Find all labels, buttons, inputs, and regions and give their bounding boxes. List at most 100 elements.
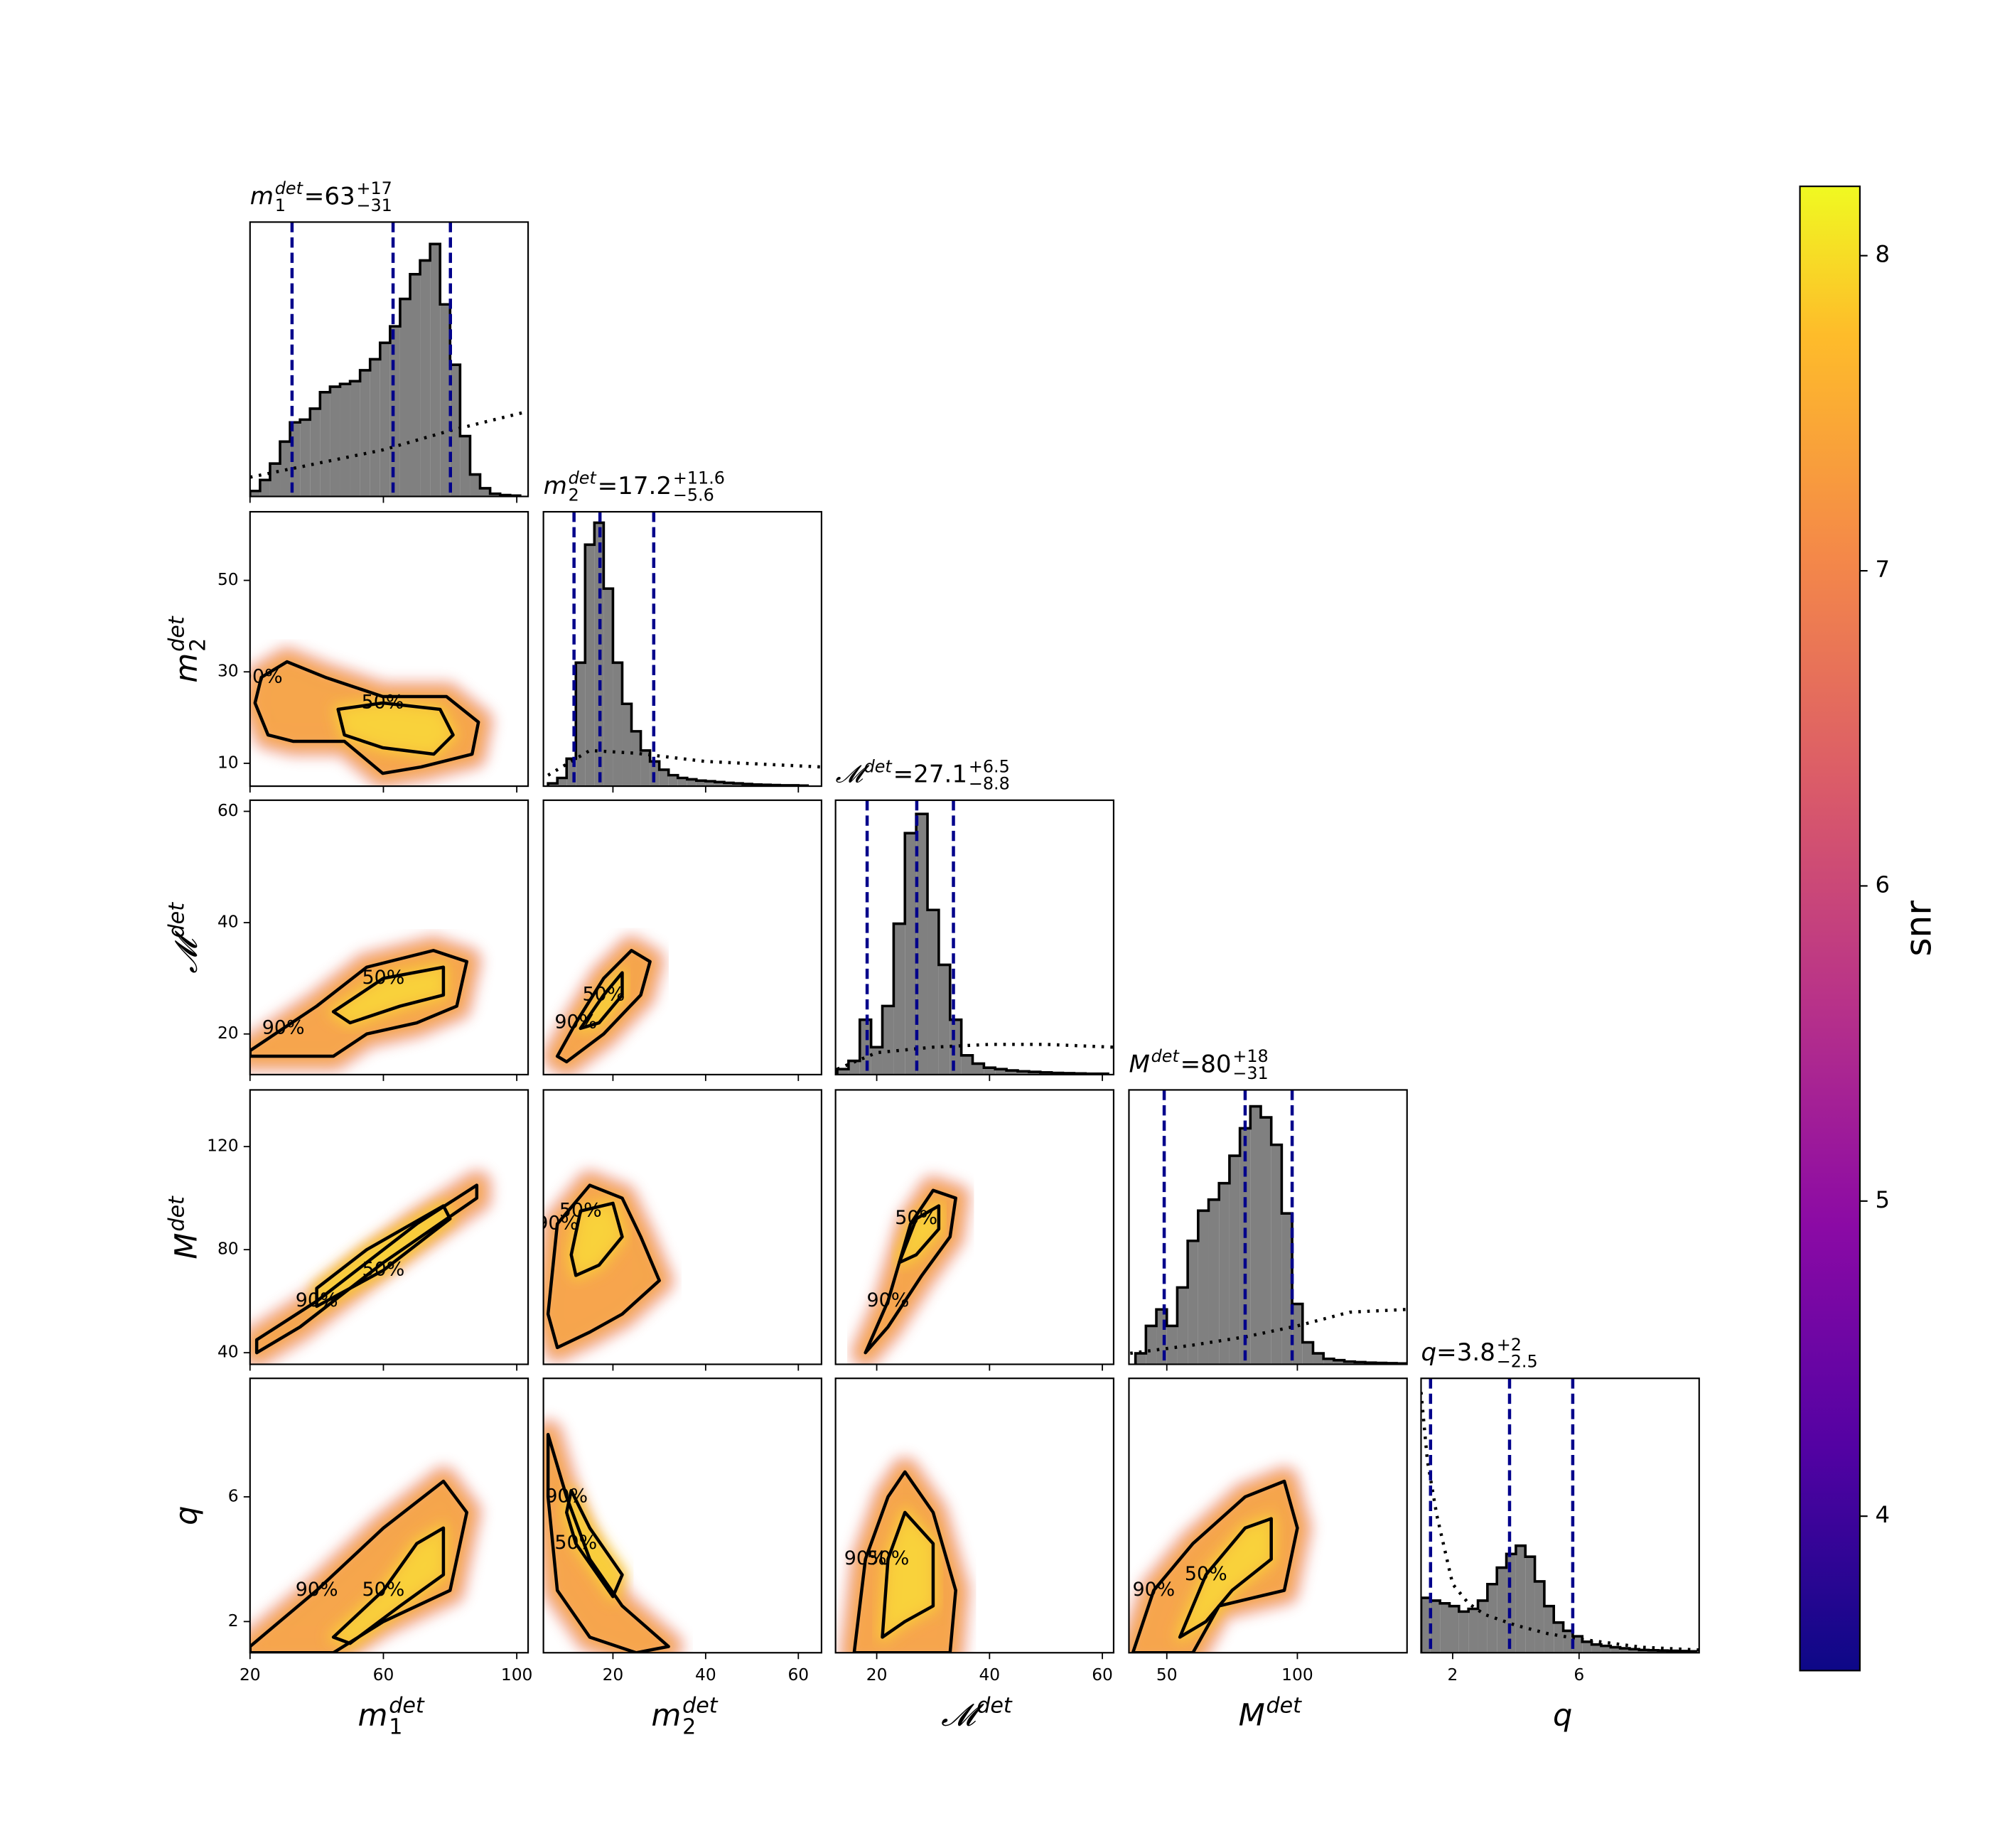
hist-bar: [249, 490, 260, 497]
hist-bar: [450, 365, 461, 497]
panel-title-sup: +6.5: [969, 756, 1010, 776]
panel-body: [1130, 1090, 1407, 1365]
hist-bar: [687, 779, 696, 787]
prior-line: [249, 409, 529, 479]
contour-label: 50%: [362, 1579, 405, 1601]
contour: [555, 949, 652, 1064]
hist-bar: [961, 1055, 973, 1075]
contour-label: 90%: [296, 1289, 338, 1311]
hist-bar: [972, 1063, 984, 1075]
panel-title-sup: det: [569, 468, 598, 488]
hist-bar: [399, 299, 410, 497]
hist-bar: [1458, 1611, 1469, 1653]
hist-bar: [1146, 1326, 1157, 1365]
contour: [336, 701, 455, 756]
hist-bar: [430, 244, 441, 497]
hist-bar: [1250, 1106, 1261, 1365]
x-tick-label: 60: [373, 1665, 394, 1685]
y-tick-label: 50: [217, 569, 239, 589]
hist-outline: [836, 812, 1109, 1075]
hist-bar: [1313, 1353, 1324, 1365]
panel-title-sub: −31: [1232, 1063, 1268, 1083]
contour-label: 90%: [296, 1579, 338, 1601]
panel-title-part: m: [250, 182, 274, 210]
x-tick-label: 2: [1448, 1665, 1458, 1685]
contour: [852, 1470, 957, 1653]
panel-title-part: =: [893, 761, 914, 789]
contour: [569, 1201, 624, 1277]
panel: 50% 90% 10 30 50: [217, 510, 529, 793]
panel-body: 50%90%: [543, 1169, 676, 1365]
hist-bar: [1028, 1072, 1040, 1075]
hist-bar: [460, 436, 470, 497]
hist-bar: [1006, 1070, 1018, 1075]
hist-bar: [1177, 1287, 1188, 1365]
x-axis-label-sub: 1: [389, 1715, 402, 1740]
x-axis-label-part: M: [1239, 1698, 1265, 1734]
panel-frame: [1128, 1377, 1408, 1654]
y-tick-label: 80: [217, 1239, 239, 1259]
hist-bar: [1497, 1567, 1507, 1653]
hist-bar: [1449, 1606, 1459, 1653]
colorbar-tick-label: 6: [1875, 871, 1890, 898]
hist-bar: [1229, 1156, 1240, 1365]
hist-bar: [1017, 1071, 1029, 1075]
panel-frame: [542, 799, 822, 1075]
y-axis-label-body: q: [168, 1506, 204, 1525]
hist-bar: [848, 1060, 860, 1075]
contour: [546, 1183, 661, 1350]
hist-bar: [409, 274, 421, 497]
y-axis-label-part: m: [168, 653, 204, 683]
y-axis-label: q: [168, 1506, 204, 1525]
hist-bar: [640, 750, 650, 787]
hist-bar: [714, 782, 724, 787]
hist-bar: [668, 775, 678, 787]
colorbar-tick-label: 5: [1875, 1186, 1890, 1213]
panel-body: 50%90%: [543, 1417, 686, 1653]
panel-title-part: 3.8: [1457, 1338, 1495, 1367]
hist-bar: [995, 1069, 1007, 1075]
x-axis-label-part: m: [651, 1698, 681, 1734]
prior-line: [1421, 1392, 1699, 1652]
contour: [1131, 1479, 1299, 1653]
y-tick-label: 120: [207, 1136, 239, 1156]
contour-label: 90%: [545, 1485, 588, 1507]
hist-bar: [622, 704, 632, 787]
panel: [249, 221, 529, 503]
panel: [834, 799, 1114, 1081]
contour: [881, 1510, 935, 1639]
hist-bar: [1430, 1600, 1441, 1653]
y-axis-label-sub: 2: [185, 638, 210, 652]
hist-bar: [603, 589, 613, 787]
panel-frame: [834, 1089, 1114, 1365]
hist-bar: [1468, 1608, 1478, 1653]
panel-title-sub: −31: [357, 195, 392, 215]
y-tick-label: 6: [228, 1486, 239, 1505]
x-axis-label-sup: det: [682, 1694, 719, 1719]
panel-title-sup: +2: [1497, 1335, 1522, 1355]
prior-line: [837, 1043, 1114, 1071]
x-axis-label-sup: det: [1266, 1694, 1303, 1719]
panel-title-sub: 1: [275, 195, 286, 215]
hist-bar: [1572, 1636, 1583, 1653]
panel: [1128, 1089, 1408, 1371]
hist-bar: [576, 662, 586, 787]
hist-bar: [1629, 1649, 1640, 1653]
x-tick-label: 100: [1281, 1665, 1313, 1685]
panel: 50%90% 40 80 120: [207, 1089, 529, 1371]
hist-bar: [1323, 1358, 1334, 1365]
hist-bar: [1554, 1622, 1564, 1653]
hist-bar: [1219, 1183, 1230, 1365]
panel-body: 50%90%: [249, 645, 495, 787]
y-axis-label-part: M: [168, 1232, 204, 1259]
